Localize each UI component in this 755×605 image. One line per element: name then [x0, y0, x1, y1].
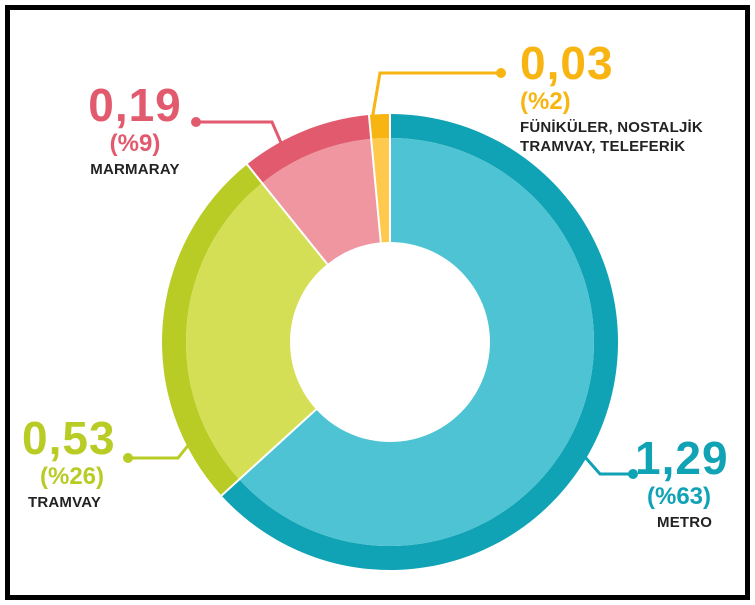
slice-2 [262, 138, 381, 265]
leader-line [568, 439, 633, 476]
slice-0 [239, 138, 594, 546]
value-tramvay: 0,53 [22, 412, 116, 464]
label-marmaray: 0,19 (%9) MARMARAY [60, 82, 210, 177]
slice-ring-3 [368, 114, 390, 139]
leader-line [370, 71, 501, 121]
name-marmaray: MARMARAY [90, 161, 180, 178]
slice-1 [186, 183, 328, 480]
value-metro: 1,29 [635, 432, 729, 484]
percent-tramvay: (%26) [40, 463, 105, 490]
value-funikuler: 0,03 [520, 37, 614, 89]
leader-dot [628, 469, 638, 479]
label-funikuler: 0,03 (%2) FÜNİKÜLER, NOSTALJİK TRAMVAY, … [520, 40, 745, 154]
label-metro: 1,29 (%63) METRO [635, 435, 745, 530]
leader-dot [191, 117, 201, 127]
percent-funikuler: (%2) [520, 88, 571, 115]
slice-separator [220, 408, 317, 498]
name-funikuler-line1: FÜNİKÜLER, NOSTALJİK [520, 119, 703, 136]
leader-dot [496, 68, 506, 78]
name-metro: METRO [657, 514, 713, 531]
leader-line [196, 120, 287, 153]
leader-line [128, 427, 204, 460]
slice-ring-1 [162, 164, 263, 496]
slice-separator [245, 162, 329, 265]
percent-marmaray: (%9) [109, 130, 161, 157]
value-marmaray: 0,19 [88, 79, 182, 131]
slice-separator [367, 113, 382, 243]
slice-ring-0 [221, 114, 619, 570]
slice-3 [371, 138, 390, 243]
name-funikuler-line2: TRAMVAY, TELEFERİK [520, 138, 686, 155]
label-tramvay: 0,53 (%26) METRO TRAMVAY [22, 415, 162, 510]
name-tramvay-text: TRAMVAY [28, 494, 102, 511]
slice-ring-2 [247, 114, 372, 184]
percent-metro: (%63) [647, 483, 712, 510]
leader-dot [123, 453, 133, 463]
